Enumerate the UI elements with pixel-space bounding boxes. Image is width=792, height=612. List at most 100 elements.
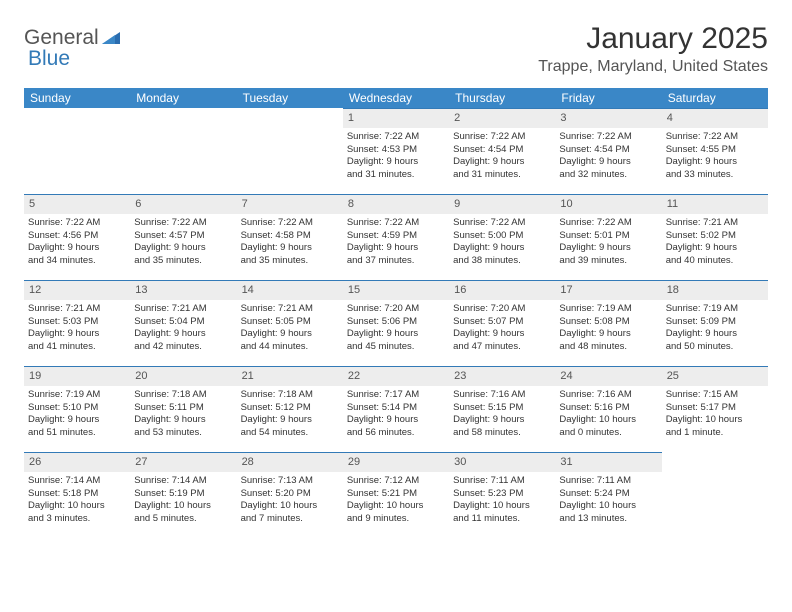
day-number: 17 [555,280,661,300]
day-info-line: Sunrise: 7:14 AM [134,475,232,488]
day-number: 10 [555,194,661,214]
day-info-line: Sunrise: 7:21 AM [666,217,764,230]
day-info-line: Daylight: 9 hours [28,414,126,427]
day-number: 23 [449,366,555,386]
day-info-line: Daylight: 9 hours [453,414,551,427]
day-number: 25 [662,366,768,386]
day-cell: 22Sunrise: 7:17 AMSunset: 5:14 PMDayligh… [343,366,449,452]
day-cell: 14Sunrise: 7:21 AMSunset: 5:05 PMDayligh… [237,280,343,366]
day-info-line: Sunrise: 7:22 AM [559,131,657,144]
day-info-line: Sunrise: 7:20 AM [453,303,551,316]
day-number: 19 [24,366,130,386]
day-info-line: Sunrise: 7:17 AM [347,389,445,402]
triangle-icon [102,30,120,44]
day-number: 12 [24,280,130,300]
day-cell: 5Sunrise: 7:22 AMSunset: 4:56 PMDaylight… [24,194,130,280]
day-info-line: and 38 minutes. [453,255,551,268]
day-cell: 23Sunrise: 7:16 AMSunset: 5:15 PMDayligh… [449,366,555,452]
day-info-line: Sunset: 4:57 PM [134,230,232,243]
day-info-line: Sunset: 5:23 PM [453,488,551,501]
day-info-line: Daylight: 10 hours [134,500,232,513]
day-info-line: and 56 minutes. [347,427,445,440]
day-info-line: Sunrise: 7:12 AM [347,475,445,488]
day-info-line: Daylight: 10 hours [559,500,657,513]
day-info-line: Sunset: 5:03 PM [28,316,126,329]
weekday-header: Wednesday [343,88,449,108]
day-info-line: Sunrise: 7:22 AM [347,131,445,144]
day-info-line: Daylight: 9 hours [347,328,445,341]
day-cell [130,108,236,194]
day-info-line: Daylight: 9 hours [453,328,551,341]
day-cell: 3Sunrise: 7:22 AMSunset: 4:54 PMDaylight… [555,108,661,194]
day-info-line: Sunrise: 7:21 AM [28,303,126,316]
day-info-line: Daylight: 9 hours [28,242,126,255]
day-info-line: Sunset: 5:06 PM [347,316,445,329]
day-info-line: Sunset: 5:01 PM [559,230,657,243]
day-info-line: Sunrise: 7:19 AM [666,303,764,316]
day-info-line: Sunset: 5:11 PM [134,402,232,415]
day-info-line: and 3 minutes. [28,513,126,526]
day-info-line: Sunset: 5:04 PM [134,316,232,329]
week-row: 19Sunrise: 7:19 AMSunset: 5:10 PMDayligh… [24,366,768,452]
day-info-line: Daylight: 9 hours [666,156,764,169]
logo-blue-wrap: Blue [28,47,70,71]
day-info-line: Daylight: 10 hours [347,500,445,513]
day-info-line: and 41 minutes. [28,341,126,354]
day-info-line: Sunrise: 7:19 AM [559,303,657,316]
day-number: 4 [662,108,768,128]
day-cell: 15Sunrise: 7:20 AMSunset: 5:06 PMDayligh… [343,280,449,366]
day-number: 27 [130,452,236,472]
weekday-header: Thursday [449,88,555,108]
weekday-header: Friday [555,88,661,108]
day-info-line: Sunset: 5:12 PM [241,402,339,415]
day-info-line: Sunrise: 7:19 AM [28,389,126,402]
title-block: January 2025 Trappe, Maryland, United St… [538,22,768,76]
day-info-line: and 58 minutes. [453,427,551,440]
day-cell: 17Sunrise: 7:19 AMSunset: 5:08 PMDayligh… [555,280,661,366]
day-info-line: and 31 minutes. [347,169,445,182]
day-info-line: Sunset: 5:16 PM [559,402,657,415]
day-info-line: and 42 minutes. [134,341,232,354]
day-number: 26 [24,452,130,472]
day-info-line: Daylight: 9 hours [347,242,445,255]
day-cell: 31Sunrise: 7:11 AMSunset: 5:24 PMDayligh… [555,452,661,538]
week-row: 26Sunrise: 7:14 AMSunset: 5:18 PMDayligh… [24,452,768,538]
day-cell: 7Sunrise: 7:22 AMSunset: 4:58 PMDaylight… [237,194,343,280]
day-info-line: Daylight: 9 hours [241,414,339,427]
day-cell: 4Sunrise: 7:22 AMSunset: 4:55 PMDaylight… [662,108,768,194]
day-cell: 18Sunrise: 7:19 AMSunset: 5:09 PMDayligh… [662,280,768,366]
day-number: 14 [237,280,343,300]
day-info-line: Sunrise: 7:15 AM [666,389,764,402]
day-info-line: Daylight: 9 hours [134,328,232,341]
day-number: 1 [343,108,449,128]
day-info-line: Sunset: 4:53 PM [347,144,445,157]
day-info-line: Daylight: 10 hours [241,500,339,513]
calendar-page: General January 2025 Trappe, Maryland, U… [0,0,792,556]
day-info-line: and 31 minutes. [453,169,551,182]
day-info-line: Daylight: 10 hours [28,500,126,513]
day-number: 30 [449,452,555,472]
day-info-line: Sunset: 5:05 PM [241,316,339,329]
calendar-table: Sunday Monday Tuesday Wednesday Thursday… [24,88,768,538]
day-cell [24,108,130,194]
day-info-line: Sunset: 4:54 PM [559,144,657,157]
day-info-line: Sunrise: 7:13 AM [241,475,339,488]
day-number: 8 [343,194,449,214]
day-number: 18 [662,280,768,300]
day-info-line: Sunrise: 7:22 AM [453,217,551,230]
day-cell: 24Sunrise: 7:16 AMSunset: 5:16 PMDayligh… [555,366,661,452]
day-info-line: Sunset: 4:54 PM [453,144,551,157]
day-info-line: Sunrise: 7:22 AM [666,131,764,144]
day-info-line: Sunrise: 7:16 AM [453,389,551,402]
day-cell: 2Sunrise: 7:22 AMSunset: 4:54 PMDaylight… [449,108,555,194]
day-info-line: and 5 minutes. [134,513,232,526]
day-info-line: and 40 minutes. [666,255,764,268]
logo: General [24,22,122,50]
day-info-line: and 37 minutes. [347,255,445,268]
weekday-header: Sunday [24,88,130,108]
day-info-line: Sunset: 5:24 PM [559,488,657,501]
day-info-line: Sunrise: 7:22 AM [347,217,445,230]
day-number: 15 [343,280,449,300]
day-info-line: and 11 minutes. [453,513,551,526]
day-info-line: and 9 minutes. [347,513,445,526]
